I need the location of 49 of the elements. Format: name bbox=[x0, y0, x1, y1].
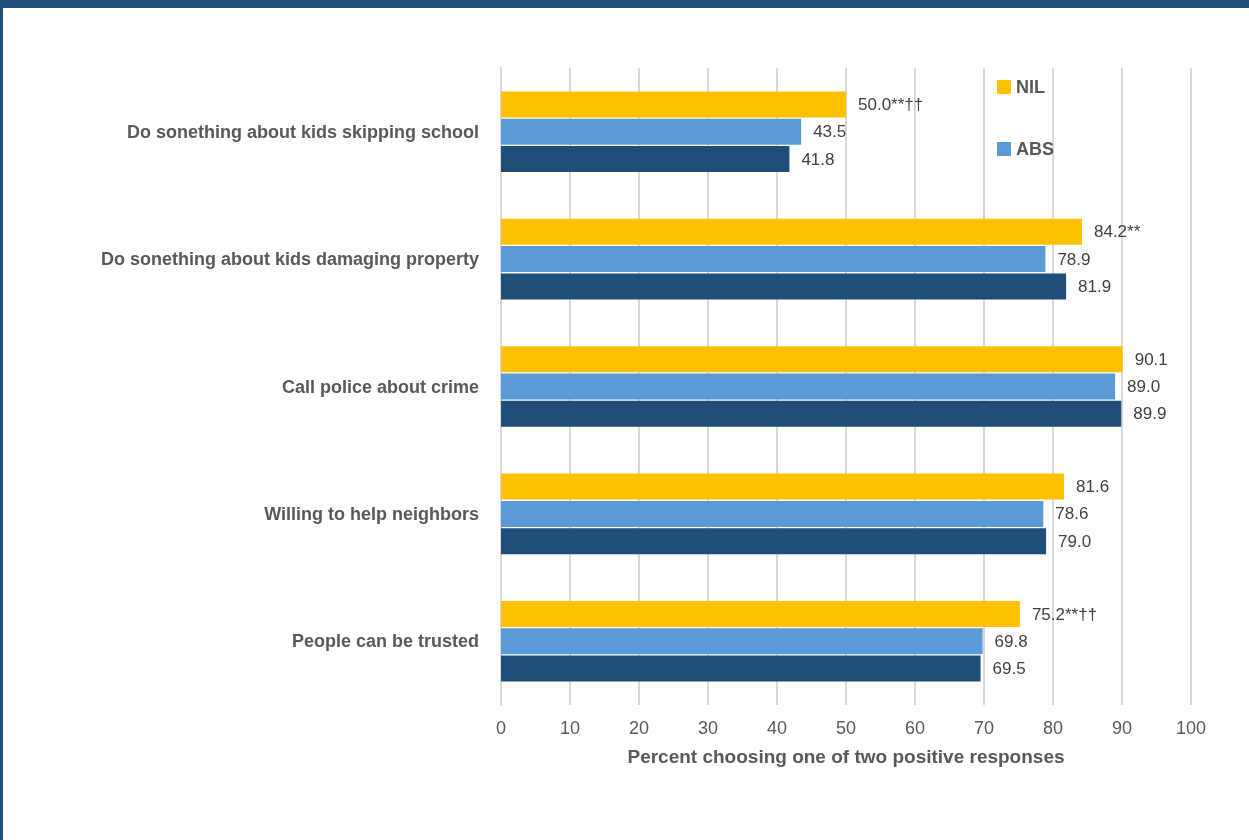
bar bbox=[501, 373, 1116, 400]
x-tick-label: 30 bbox=[697, 718, 719, 738]
legend-label: NIL bbox=[1016, 77, 1045, 97]
bar bbox=[501, 628, 983, 655]
x-axis-title: Percent choosing one of two positive responses bbox=[627, 746, 1065, 767]
data-label: 84.2** bbox=[1093, 222, 1141, 242]
y-tick-label: Call police about crime bbox=[281, 376, 479, 397]
x-tick-label: 80 bbox=[1042, 718, 1064, 738]
data-label: 75.2**†† bbox=[1031, 604, 1098, 624]
data-label: 41.8 bbox=[801, 149, 835, 169]
bar bbox=[501, 91, 846, 118]
data-label: 43.5 bbox=[813, 122, 847, 142]
bar bbox=[501, 246, 1046, 273]
x-tick-label: 100 bbox=[1175, 718, 1207, 738]
data-label: 50.0**†† bbox=[858, 94, 924, 114]
x-tick-label: 10 bbox=[559, 718, 581, 738]
data-label: 89.9 bbox=[1133, 404, 1167, 424]
bar bbox=[501, 218, 1082, 245]
data-label: 81.6 bbox=[1076, 477, 1110, 497]
data-label: 90.1 bbox=[1134, 349, 1168, 369]
y-tick-label: People can be trusted bbox=[291, 631, 479, 652]
x-tick-label: 0 bbox=[495, 718, 507, 738]
bar bbox=[501, 146, 790, 172]
bar bbox=[501, 655, 981, 682]
bar bbox=[501, 601, 1020, 627]
data-label: 78.6 bbox=[1055, 504, 1089, 524]
y-tick-label: Willing to help neighbors bbox=[264, 503, 479, 524]
x-tick-label: 20 bbox=[628, 718, 650, 738]
legend-label: ABS bbox=[1016, 139, 1055, 159]
bar bbox=[501, 273, 1067, 300]
x-tick-label: 90 bbox=[1111, 718, 1133, 738]
data-label: 78.9 bbox=[1057, 249, 1091, 269]
bar bbox=[501, 500, 1044, 527]
data-label: 69.8 bbox=[994, 631, 1028, 651]
x-tick-label: 70 bbox=[973, 718, 995, 738]
x-tick-label: 60 bbox=[904, 718, 926, 738]
x-tick-label: 50 bbox=[835, 718, 857, 738]
y-tick-label: Do sonething about kids damaging property bbox=[100, 249, 479, 270]
bar bbox=[501, 528, 1047, 555]
data-label: 89.0 bbox=[1127, 377, 1161, 396]
data-label: 79.0 bbox=[1058, 531, 1092, 551]
bar bbox=[501, 118, 802, 145]
x-tick-label: 40 bbox=[766, 718, 788, 738]
y-tick-label: Do sonething about kids skipping school bbox=[126, 121, 479, 142]
bar bbox=[501, 400, 1122, 427]
bar bbox=[501, 473, 1065, 500]
bar bbox=[501, 346, 1123, 373]
data-label: 69.5 bbox=[992, 659, 1026, 679]
data-label: 81.9 bbox=[1078, 276, 1112, 296]
